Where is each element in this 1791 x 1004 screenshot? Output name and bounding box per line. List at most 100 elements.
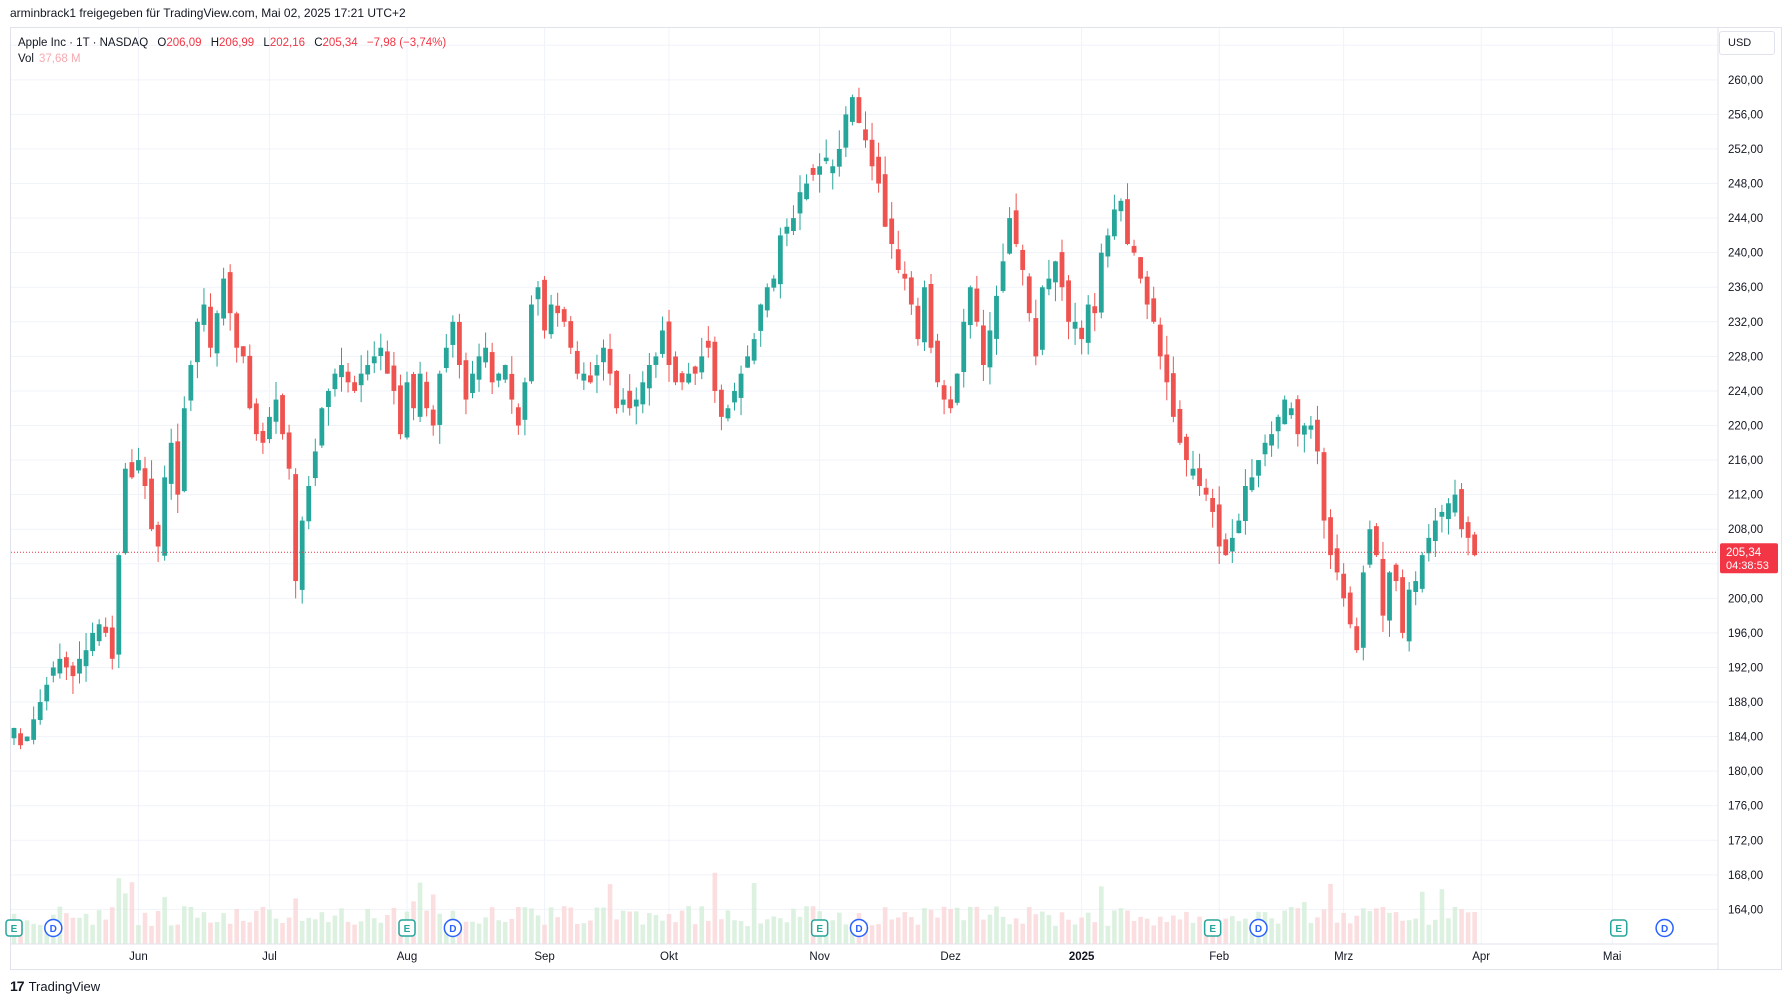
open-label: O (157, 37, 167, 49)
volume-bar (1341, 912, 1346, 944)
last-price-tag-bg (1720, 543, 1778, 574)
volume-bar (260, 906, 266, 944)
volume-bar (1347, 923, 1353, 944)
candle-body (1059, 252, 1065, 288)
candle-body (791, 218, 796, 232)
symbol-title[interactable]: Apple Inc · 1T · NASDAQ (18, 37, 149, 49)
candle-body (961, 321, 967, 373)
volume-bar (1099, 886, 1104, 944)
volume-bar (1230, 916, 1235, 944)
volume-bar (1367, 911, 1373, 944)
candle-body (1419, 555, 1425, 589)
legend: Apple Inc · 1T · NASDAQ O206,09 H206,99 … (18, 35, 446, 67)
candle-body (1131, 245, 1137, 253)
volume-bar (751, 882, 757, 944)
price-tick-label: 220,00 (1728, 421, 1763, 433)
volume-bar (640, 924, 646, 944)
candle-body (1000, 261, 1006, 291)
volume-bar (391, 907, 397, 944)
volume-bar (568, 907, 574, 944)
volume-bar (974, 906, 980, 944)
candle-body (928, 283, 934, 348)
volume-bar (162, 897, 167, 944)
candle-body (1184, 436, 1189, 461)
candle-body (496, 373, 502, 381)
price-tick-label: 244,00 (1728, 213, 1763, 225)
volume-bar (234, 909, 239, 944)
volume-bar (371, 918, 377, 944)
earnings-event-icon (1203, 919, 1222, 937)
volume-bar (1053, 925, 1058, 944)
candle-body (122, 468, 128, 554)
volume-bar (673, 922, 678, 944)
volume-bar (922, 908, 927, 944)
candle-body (515, 407, 521, 426)
volume-bar (1295, 908, 1301, 944)
volume-bar (182, 906, 187, 944)
time-tick-label: Dez (940, 951, 961, 963)
candle-body (941, 385, 947, 400)
candle-body (430, 409, 436, 426)
candle-body (633, 399, 639, 407)
price-axis[interactable]: 164,00 168,00 172,00 176,00 180,00 184,00 188,… (1717, 28, 1763, 970)
candle-body (96, 624, 102, 642)
candle-body (37, 702, 43, 721)
candle-body (1321, 452, 1327, 521)
volume-bar (837, 912, 842, 944)
time-tick-label: Mrz (1334, 951, 1353, 963)
candle-body (568, 321, 574, 348)
volume-bar (1144, 918, 1150, 944)
tradingview-logo-icon: 17 (10, 978, 25, 994)
candle-body (502, 365, 508, 380)
volume-bar (1413, 918, 1418, 944)
volume-bar (529, 908, 534, 944)
candle-body (1190, 468, 1196, 476)
volume-bar (240, 920, 246, 944)
earnings-event-letter: E (404, 924, 411, 935)
volume-bar (1092, 922, 1098, 944)
time-tick-label: Jul (262, 951, 277, 963)
candle-body (240, 346, 246, 357)
candle-body (1033, 318, 1039, 357)
candle-body (208, 306, 213, 348)
volume-value: 37,68 M (39, 53, 81, 65)
candle-body (719, 389, 724, 417)
volume-bar (778, 918, 783, 944)
candle-body (1039, 287, 1045, 350)
candle-body (1406, 589, 1412, 642)
candle-body (57, 658, 63, 674)
volume-bar (653, 915, 659, 944)
volume-bar (699, 906, 705, 944)
candle-body (129, 462, 135, 478)
volume-bar (935, 917, 940, 944)
volume-bar (1321, 909, 1327, 944)
candle-body (922, 287, 927, 343)
volume-bar (915, 924, 921, 944)
currency-button[interactable]: USD (1719, 31, 1775, 55)
volume-bar (64, 913, 69, 944)
candle-body (882, 174, 888, 227)
volume-bar (1131, 920, 1137, 944)
chart-frame (10, 27, 1782, 970)
candle-body (1066, 280, 1071, 322)
candle-body (286, 432, 292, 469)
dividend-event-letter: D (50, 924, 57, 935)
volume-bar (123, 893, 128, 944)
time-axis[interactable]: Jun Jul Aug Sep Okt Nov Dez 2025 Feb Mrz Apr Mai (11, 943, 1718, 963)
candle-body (352, 382, 357, 391)
price-tick-label: 172,00 (1728, 835, 1763, 847)
candle-body (424, 381, 430, 409)
candle-body (994, 295, 999, 339)
candle-body (863, 129, 868, 141)
candle-body (181, 408, 187, 492)
high-value: 206,99 (219, 37, 255, 49)
volume-label[interactable]: Vol (18, 53, 34, 65)
candle-body (1007, 218, 1012, 254)
volume-bar (1472, 912, 1477, 944)
candle-body (915, 305, 921, 340)
candle-body (699, 356, 705, 373)
price-tick-label: 236,00 (1728, 282, 1763, 294)
candle-body (1079, 327, 1085, 340)
